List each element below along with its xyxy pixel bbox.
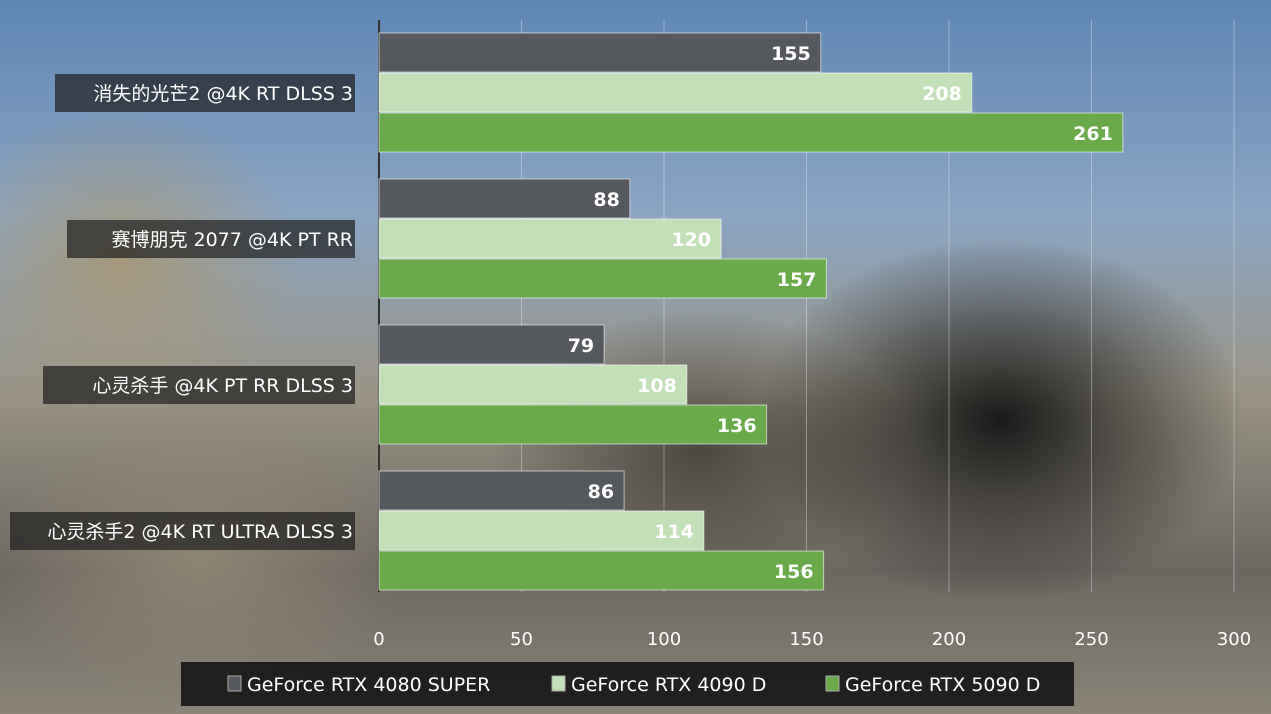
data-label: 208 bbox=[922, 83, 962, 105]
x-tick-label: 250 bbox=[1074, 629, 1108, 650]
legend-swatch bbox=[825, 675, 840, 692]
data-label: 157 bbox=[777, 269, 817, 291]
x-tick-label: 50 bbox=[510, 629, 533, 650]
bar bbox=[378, 324, 605, 365]
x-tick-label: 150 bbox=[789, 629, 823, 650]
data-label: 79 bbox=[568, 335, 594, 357]
category-label: 消失的光芒2 @4K RT DLSS 3 bbox=[93, 83, 353, 105]
bar bbox=[378, 218, 722, 259]
bar bbox=[378, 178, 631, 219]
category-label-bg bbox=[10, 512, 355, 550]
data-label: 136 bbox=[717, 415, 757, 437]
bar bbox=[378, 258, 827, 299]
legend-bg bbox=[181, 662, 1074, 706]
bar bbox=[378, 550, 825, 591]
data-label: 156 bbox=[774, 561, 814, 583]
legend-swatch bbox=[227, 675, 242, 692]
legend-swatch bbox=[551, 675, 566, 692]
x-tick-label: 0 bbox=[373, 629, 384, 650]
legend-label: GeForce RTX 4080 SUPER bbox=[247, 674, 490, 696]
data-label: 114 bbox=[654, 521, 694, 543]
category-label-bg bbox=[67, 220, 355, 258]
category-label: 赛博朋克 2077 @4K PT RR bbox=[111, 229, 353, 251]
x-tick-label: 300 bbox=[1217, 629, 1251, 650]
bar bbox=[378, 32, 822, 73]
bar bbox=[378, 404, 768, 445]
data-label: 108 bbox=[637, 375, 677, 397]
category-label: 心灵杀手2 @4K RT ULTRA DLSS 3 bbox=[47, 521, 353, 543]
x-tick-label: 100 bbox=[647, 629, 681, 650]
bar bbox=[378, 72, 973, 113]
x-tick-label: 200 bbox=[932, 629, 966, 650]
legend-label: GeForce RTX 5090 D bbox=[845, 674, 1040, 696]
category-label: 心灵杀手 @4K PT RR DLSS 3 bbox=[92, 375, 353, 397]
data-label: 261 bbox=[1073, 123, 1113, 145]
bar bbox=[378, 364, 688, 405]
data-label: 88 bbox=[593, 189, 619, 211]
data-label: 155 bbox=[771, 43, 811, 65]
bar bbox=[378, 470, 625, 511]
bar bbox=[378, 510, 705, 551]
bar bbox=[378, 112, 1124, 153]
data-label: 120 bbox=[671, 229, 711, 251]
legend-label: GeForce RTX 4090 D bbox=[571, 674, 766, 696]
category-label-bg bbox=[43, 366, 355, 404]
category-label-bg bbox=[55, 74, 355, 112]
data-label: 86 bbox=[588, 481, 614, 503]
